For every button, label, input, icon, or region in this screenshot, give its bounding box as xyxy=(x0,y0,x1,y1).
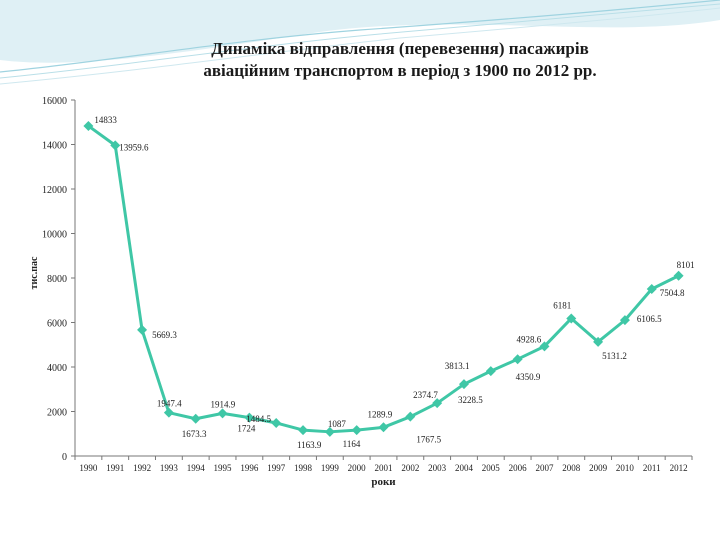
data-label: 1484.5 xyxy=(246,414,271,424)
data-label: 1673.3 xyxy=(182,429,207,439)
x-tick-label: 1995 xyxy=(214,463,233,473)
x-tick-label: 1997 xyxy=(267,463,286,473)
data-point xyxy=(593,336,604,347)
chart-axes: 0 2000 4000 6000 8000 10000 12000 14000 16000 199… xyxy=(42,96,693,473)
x-tick-label: 1999 xyxy=(321,463,340,473)
data-label: 3813.1 xyxy=(445,361,470,371)
data-label: 14833 xyxy=(94,115,117,125)
data-label: 3228.5 xyxy=(458,395,483,405)
x-tick-label: 2010 xyxy=(616,463,635,473)
series-polyline xyxy=(87,124,680,434)
x-tick-label: 2006 xyxy=(509,463,528,473)
x-tick-label: 2003 xyxy=(428,463,447,473)
data-point xyxy=(619,315,630,326)
y-tick-label: 12000 xyxy=(42,185,67,196)
data-point xyxy=(378,422,389,433)
data-point xyxy=(324,426,335,437)
x-tick-label: 1993 xyxy=(160,463,179,473)
data-label: 1163.9 xyxy=(297,440,322,450)
data-label: 1289.9 xyxy=(368,409,393,419)
data-label: 1914.9 xyxy=(211,399,236,409)
data-label: 4928.6 xyxy=(516,334,541,344)
data-label: 1947.4 xyxy=(157,399,182,409)
data-label: 1164 xyxy=(343,439,361,449)
data-point xyxy=(485,366,496,377)
x-tick-label: 1998 xyxy=(294,463,313,473)
data-point xyxy=(163,407,174,418)
data-labels: 14833 13959.6 5669.3 1947.4 1673.3 1914.9 1724… xyxy=(94,115,694,450)
data-label: 5131.2 xyxy=(602,351,627,361)
data-point xyxy=(217,408,228,419)
x-tick-label: 1990 xyxy=(79,463,98,473)
series-points xyxy=(83,120,684,437)
data-point xyxy=(512,354,523,365)
data-label: 1767.5 xyxy=(416,435,441,445)
data-label: 6106.5 xyxy=(637,314,662,324)
data-point xyxy=(351,425,362,436)
data-point xyxy=(432,398,443,409)
data-label: 13959.6 xyxy=(119,142,149,152)
x-axis-label: роки xyxy=(371,476,396,488)
x-tick-label: 2008 xyxy=(562,463,581,473)
data-point xyxy=(646,284,657,295)
data-point xyxy=(137,324,148,335)
data-point xyxy=(566,313,577,324)
x-tick-label: 1996 xyxy=(240,463,259,473)
data-point xyxy=(405,411,416,422)
y-tick-label: 8000 xyxy=(47,274,67,285)
y-tick-label: 0 xyxy=(62,452,67,463)
y-tick-label: 6000 xyxy=(47,319,67,330)
data-label: 4350.9 xyxy=(516,372,541,382)
data-label: 1724 xyxy=(237,424,256,434)
chart-title-line2: авіаційним транспортом в період з 1900 п… xyxy=(203,61,597,80)
data-label: 6181 xyxy=(553,300,571,310)
data-point xyxy=(244,412,255,423)
x-tick-label: 2005 xyxy=(482,463,501,473)
x-tick-label: 1991 xyxy=(106,463,124,473)
x-tick-label: 2004 xyxy=(455,463,474,473)
data-point xyxy=(673,270,684,281)
x-tick-label: 1992 xyxy=(133,463,151,473)
data-point xyxy=(271,417,282,428)
data-point xyxy=(458,379,469,390)
chart-title-line1: Динаміка відправлення (перевезення) паса… xyxy=(211,39,589,58)
data-label: 8101 xyxy=(677,260,695,270)
data-point xyxy=(298,425,309,436)
x-tick-label: 2009 xyxy=(589,463,608,473)
data-point xyxy=(110,140,121,151)
y-tick-label: 14000 xyxy=(42,141,67,152)
data-label: 2374.7 xyxy=(413,390,438,400)
x-tick-label: 2001 xyxy=(375,463,393,473)
x-tick-label: 2002 xyxy=(401,463,419,473)
y-axis-label: тис.пас xyxy=(29,256,40,289)
y-tick-label: 4000 xyxy=(47,363,67,374)
x-tick-label: 2000 xyxy=(348,463,367,473)
data-point xyxy=(539,341,550,352)
data-label: 1087 xyxy=(328,419,347,429)
data-label: 7504.8 xyxy=(660,288,685,298)
data-label: 5669.3 xyxy=(152,330,177,340)
data-point xyxy=(190,413,201,424)
x-tick-label: 1994 xyxy=(187,463,206,473)
y-tick-label: 10000 xyxy=(42,230,67,241)
y-tick-label: 2000 xyxy=(47,408,67,419)
x-tick-label: 2007 xyxy=(535,463,554,473)
x-tick-label: 2011 xyxy=(643,463,661,473)
series-line xyxy=(87,124,680,434)
x-tick-label: 2012 xyxy=(670,463,688,473)
data-point xyxy=(83,120,94,131)
chart-title: Динаміка відправлення (перевезення) паса… xyxy=(60,38,720,82)
y-tick-label: 16000 xyxy=(42,96,67,107)
